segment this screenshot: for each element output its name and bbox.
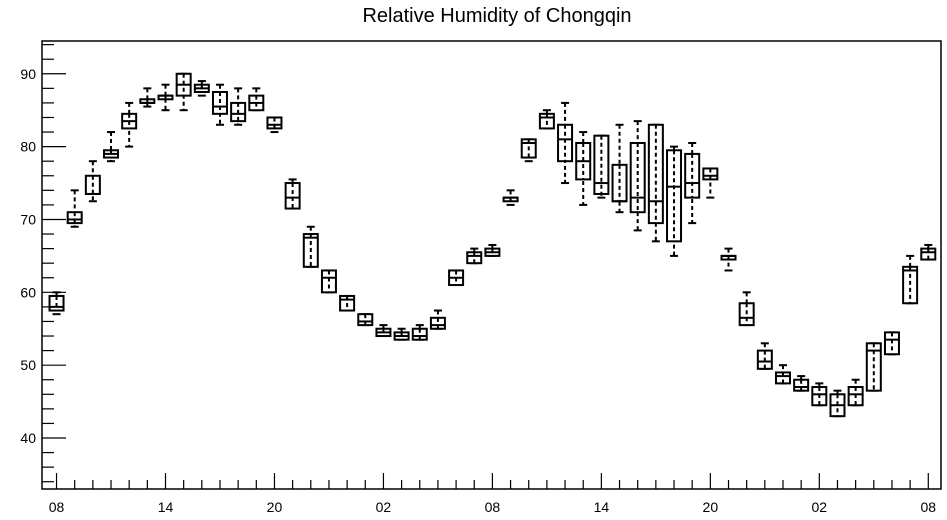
x-tick-label: 02	[812, 499, 828, 515]
box-23	[466, 247, 483, 265]
boxes-group	[48, 72, 937, 418]
box-46	[883, 331, 900, 356]
box-30	[593, 134, 610, 199]
x-tick-label: 14	[158, 499, 174, 515]
box-47	[902, 254, 919, 305]
box-41	[793, 375, 810, 392]
plot-frame	[41, 40, 942, 490]
box-42	[811, 382, 828, 407]
box-7	[175, 72, 192, 112]
box-43	[829, 389, 846, 418]
box-39	[756, 342, 773, 370]
x-tick-label: 14	[594, 499, 610, 515]
box-19	[393, 327, 410, 341]
box-1	[66, 189, 83, 228]
box-13	[284, 178, 301, 210]
box-33	[647, 123, 664, 243]
box-48	[920, 243, 937, 261]
box-9	[211, 83, 228, 126]
box-22	[448, 269, 465, 287]
box-44	[847, 378, 864, 407]
box-40	[774, 364, 791, 385]
box-0	[48, 291, 65, 316]
box-21	[429, 309, 446, 330]
y-tick-label: 70	[20, 211, 36, 227]
box-3	[103, 131, 120, 163]
box-10	[230, 87, 247, 126]
chart-title: Relative Humidity of Chongqin	[362, 5, 631, 27]
x-tick-label: 20	[703, 499, 719, 515]
box-34	[666, 145, 683, 257]
box-38	[738, 291, 755, 327]
box-15	[320, 269, 337, 294]
box-18	[375, 324, 392, 338]
y-tick-label: 60	[20, 284, 36, 300]
box-25	[502, 189, 519, 206]
y-tick-label: 90	[20, 66, 36, 82]
box-28	[557, 101, 574, 185]
box-24	[484, 243, 501, 257]
x-tick-label: 20	[267, 499, 283, 515]
box-45	[865, 342, 882, 392]
y-tick-label: 50	[20, 357, 36, 373]
box-27	[538, 109, 555, 130]
box-26	[520, 138, 537, 163]
box-17	[357, 313, 374, 327]
x-tick-label: 08	[485, 499, 501, 515]
x-tick-label: 02	[376, 499, 392, 515]
y-tick-label: 80	[20, 139, 36, 155]
box-16	[339, 294, 356, 312]
box-12	[266, 116, 283, 134]
box-29	[575, 131, 592, 206]
x-tick-label: 08	[49, 499, 65, 515]
y-tick-label: 40	[20, 430, 36, 446]
box-4	[121, 101, 138, 148]
box-35	[684, 141, 701, 225]
box-14	[302, 225, 319, 268]
x-tick-label: 08	[920, 499, 936, 515]
axes-group: 40 50 60 70 80 90 08 14 20 02 08 14 20 02 08	[20, 40, 942, 515]
box-8	[193, 80, 210, 97]
box-20	[411, 324, 428, 341]
box-32	[629, 120, 646, 232]
box-36	[702, 167, 719, 199]
box-6	[157, 83, 174, 112]
box-5	[139, 87, 156, 108]
box-37	[720, 247, 737, 272]
box-2	[84, 160, 101, 203]
box-11	[248, 87, 265, 112]
box-31	[611, 123, 628, 214]
